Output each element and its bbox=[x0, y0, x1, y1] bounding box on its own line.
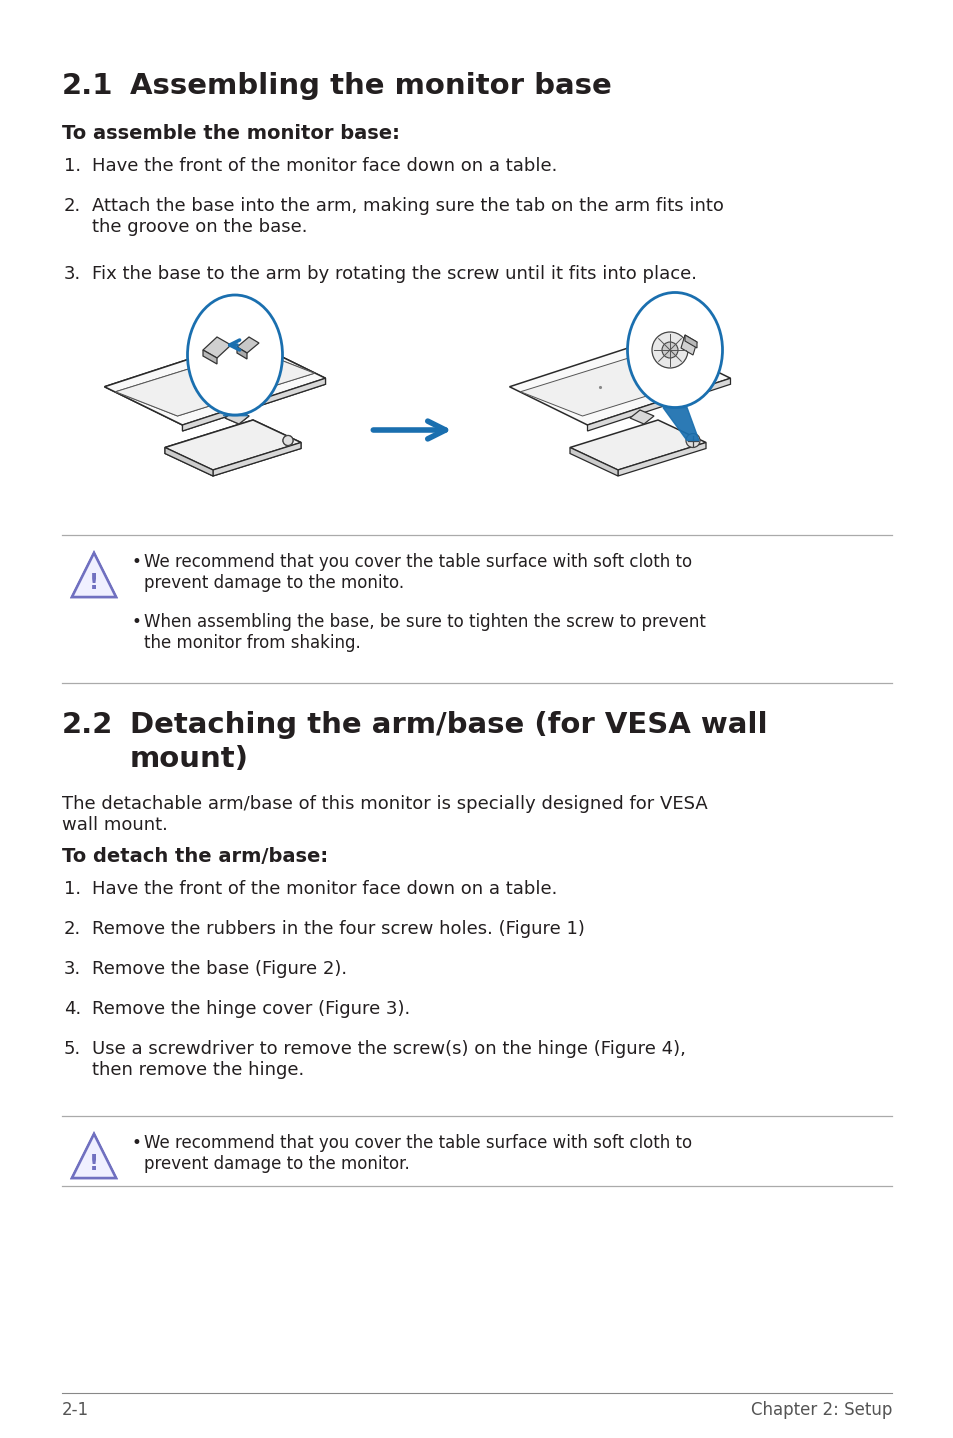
Polygon shape bbox=[569, 420, 705, 470]
Polygon shape bbox=[165, 420, 301, 470]
Text: •: • bbox=[132, 554, 142, 571]
Text: To detach the arm/base:: To detach the arm/base: bbox=[62, 847, 328, 866]
Polygon shape bbox=[213, 443, 301, 476]
Text: 3.: 3. bbox=[64, 961, 81, 978]
Text: 5.: 5. bbox=[64, 1040, 81, 1058]
Text: 2.2: 2.2 bbox=[62, 710, 113, 739]
Polygon shape bbox=[165, 447, 213, 476]
Circle shape bbox=[651, 332, 687, 368]
Text: •: • bbox=[132, 613, 142, 631]
Text: When assembling the base, be sure to tighten the screw to prevent
the monitor fr: When assembling the base, be sure to tig… bbox=[144, 613, 705, 651]
Polygon shape bbox=[629, 410, 654, 424]
Text: Remove the rubbers in the four screw holes. (Figure 1): Remove the rubbers in the four screw hol… bbox=[91, 920, 584, 938]
Polygon shape bbox=[213, 443, 301, 476]
Polygon shape bbox=[225, 410, 249, 424]
Polygon shape bbox=[203, 349, 216, 364]
Ellipse shape bbox=[627, 292, 721, 407]
Text: Chapter 2: Setup: Chapter 2: Setup bbox=[750, 1401, 891, 1419]
Text: Assembling the monitor base: Assembling the monitor base bbox=[130, 72, 611, 101]
Circle shape bbox=[283, 436, 293, 446]
Text: We recommend that you cover the table surface with soft cloth to
prevent damage : We recommend that you cover the table su… bbox=[144, 554, 691, 592]
Polygon shape bbox=[71, 1135, 116, 1178]
Text: 3.: 3. bbox=[64, 265, 81, 283]
Text: 2-1: 2-1 bbox=[62, 1401, 89, 1419]
Polygon shape bbox=[569, 447, 618, 476]
Text: Attach the base into the arm, making sure the tab on the arm fits into
the groov: Attach the base into the arm, making sur… bbox=[91, 197, 723, 236]
Text: 2.: 2. bbox=[64, 197, 81, 216]
Polygon shape bbox=[236, 336, 258, 352]
Text: We recommend that you cover the table surface with soft cloth to
prevent damage : We recommend that you cover the table su… bbox=[144, 1135, 691, 1173]
Polygon shape bbox=[509, 339, 730, 426]
Polygon shape bbox=[680, 335, 697, 355]
Polygon shape bbox=[105, 339, 325, 426]
Polygon shape bbox=[71, 554, 116, 597]
Text: !: ! bbox=[89, 1153, 99, 1173]
Polygon shape bbox=[236, 347, 247, 360]
Polygon shape bbox=[115, 349, 314, 416]
Polygon shape bbox=[684, 335, 697, 348]
Text: The detachable arm/base of this monitor is specially designed for VESA
wall moun: The detachable arm/base of this monitor … bbox=[62, 795, 707, 834]
Text: •: • bbox=[132, 1135, 142, 1152]
Text: Fix the base to the arm by rotating the screw until it fits into place.: Fix the base to the arm by rotating the … bbox=[91, 265, 697, 283]
Text: Remove the base (Figure 2).: Remove the base (Figure 2). bbox=[91, 961, 347, 978]
Ellipse shape bbox=[188, 295, 282, 416]
Polygon shape bbox=[165, 447, 213, 476]
Text: mount): mount) bbox=[130, 745, 249, 774]
Text: 1.: 1. bbox=[64, 880, 81, 897]
Polygon shape bbox=[618, 443, 705, 476]
Circle shape bbox=[685, 433, 700, 447]
Polygon shape bbox=[71, 1135, 116, 1178]
Polygon shape bbox=[587, 378, 730, 431]
Polygon shape bbox=[182, 378, 325, 431]
Circle shape bbox=[283, 436, 293, 446]
Text: To assemble the monitor base:: To assemble the monitor base: bbox=[62, 124, 399, 142]
Polygon shape bbox=[71, 554, 116, 597]
Polygon shape bbox=[182, 378, 325, 431]
Circle shape bbox=[661, 342, 678, 358]
Text: 2.: 2. bbox=[64, 920, 81, 938]
Text: 2.1: 2.1 bbox=[62, 72, 113, 101]
Polygon shape bbox=[203, 336, 231, 358]
Text: !: ! bbox=[89, 572, 99, 592]
Text: 4.: 4. bbox=[64, 999, 81, 1018]
Text: 1.: 1. bbox=[64, 157, 81, 175]
Text: Detaching the arm/base (for VESA wall: Detaching the arm/base (for VESA wall bbox=[130, 710, 767, 739]
Text: Have the front of the monitor face down on a table.: Have the front of the monitor face down … bbox=[91, 880, 557, 897]
Text: Use a screwdriver to remove the screw(s) on the hinge (Figure 4),
then remove th: Use a screwdriver to remove the screw(s)… bbox=[91, 1040, 685, 1078]
Polygon shape bbox=[115, 349, 314, 416]
Text: Have the front of the monitor face down on a table.: Have the front of the monitor face down … bbox=[91, 157, 557, 175]
Polygon shape bbox=[105, 339, 325, 426]
Polygon shape bbox=[662, 407, 699, 440]
Text: Remove the hinge cover (Figure 3).: Remove the hinge cover (Figure 3). bbox=[91, 999, 410, 1018]
Polygon shape bbox=[165, 420, 301, 470]
Polygon shape bbox=[520, 349, 719, 416]
Polygon shape bbox=[225, 410, 249, 424]
